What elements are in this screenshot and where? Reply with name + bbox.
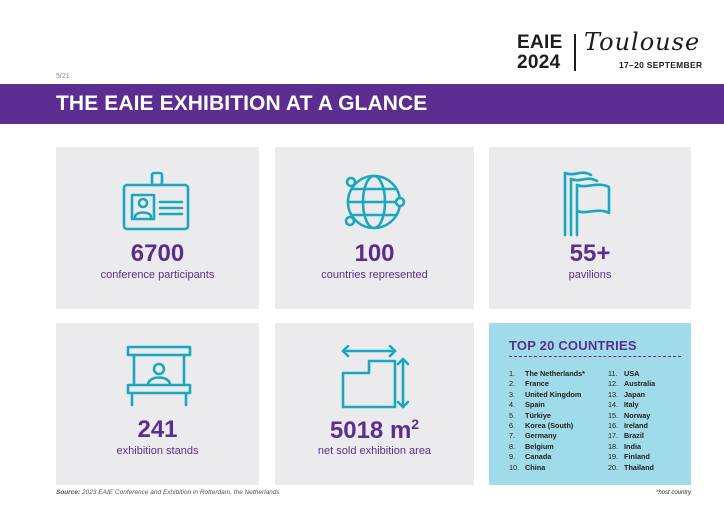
stat-card-pavilions: 55+ pavilions	[489, 147, 691, 309]
list-item: 5. Türkiye	[509, 410, 551, 420]
list-item: 18. India	[608, 441, 642, 451]
list-item: 13. Japan	[608, 389, 646, 399]
stat-value: 6700	[130, 240, 185, 267]
stat-card-participants: 6700 conference participants	[56, 147, 259, 309]
floor-area-icon	[341, 345, 410, 409]
page-title: THE EAIE EXHIBITION AT A GLANCE	[56, 92, 428, 115]
top-countries-panel: TOP 20 COUNTRIES 1. The Netherlands* 2. Fr…	[489, 323, 691, 485]
list-item: 14. Italy	[608, 400, 639, 410]
stat-card-countries: 100 countries represented	[275, 147, 474, 309]
divider	[509, 356, 681, 357]
list-item: 10. China	[509, 462, 546, 472]
logo-year: 2024	[517, 52, 561, 73]
stat-value: 100	[354, 240, 395, 267]
flags-icon	[563, 171, 611, 237]
list-item: 4. Spain	[509, 400, 545, 410]
stat-value: 5018 m2	[329, 416, 420, 444]
host-country-footnote: *host country	[656, 490, 692, 496]
list-item: 2. France	[509, 379, 549, 389]
stat-label: net sold exhibition area	[317, 445, 432, 457]
stat-label: pavilions	[568, 269, 612, 281]
list-item: 8. Belgium	[509, 441, 554, 451]
countries-list-right: 11. USA 12. Australia 13. Japan 14. Italy 15…	[608, 369, 655, 473]
stat-value: 55+	[569, 240, 611, 267]
list-item: 11. USA	[608, 369, 640, 378]
list-item: 17. Brazil	[608, 431, 644, 441]
page-number: 5/21	[56, 73, 70, 80]
booth-stand-icon	[126, 345, 192, 407]
source-note: Source: 2023 EAIE Conference and Exhibit…	[56, 489, 280, 496]
top-countries-title: TOP 20 COUNTRIES	[509, 338, 637, 353]
stat-label: conference participants	[100, 269, 215, 281]
logo-city: Toulouse	[584, 28, 701, 56]
list-item: 1. The Netherlands*	[509, 369, 586, 378]
list-item: 3. United Kingdom	[509, 389, 582, 399]
logo-divider	[574, 34, 576, 71]
list-item: 20. Thailand	[608, 462, 654, 472]
stat-label: countries represented	[321, 269, 428, 281]
list-item: 7. Germany	[509, 431, 557, 441]
stat-card-stands: 241 exhibition stands	[56, 323, 259, 485]
logo-dates: 17–20 SEPTEMBER	[619, 60, 703, 70]
list-item: 15. Norway	[608, 410, 651, 420]
stat-card-area: 5018 m2 net sold exhibition area	[275, 323, 474, 485]
list-item: 6. Korea (South)	[509, 420, 574, 430]
list-item: 19. Finland	[608, 452, 650, 462]
id-badge-icon	[122, 171, 190, 231]
logo-org: EAIE	[517, 32, 563, 53]
stat-value: 241	[137, 416, 178, 443]
countries-list-left: 1. The Netherlands* 2. France 3. United Kin…	[509, 369, 585, 473]
globe-network-icon	[344, 174, 406, 230]
list-item: 9. Canada	[509, 452, 552, 462]
title-banner: THE EAIE EXHIBITION AT A GLANCE	[0, 84, 724, 124]
eaie-logo: EAIE 2024 Toulouse 17–20 SEPTEMBER	[517, 29, 707, 73]
list-item: 16. Ireland	[608, 420, 648, 430]
list-item: 12. Australia	[608, 379, 656, 389]
stat-label: exhibition stands	[116, 445, 199, 457]
